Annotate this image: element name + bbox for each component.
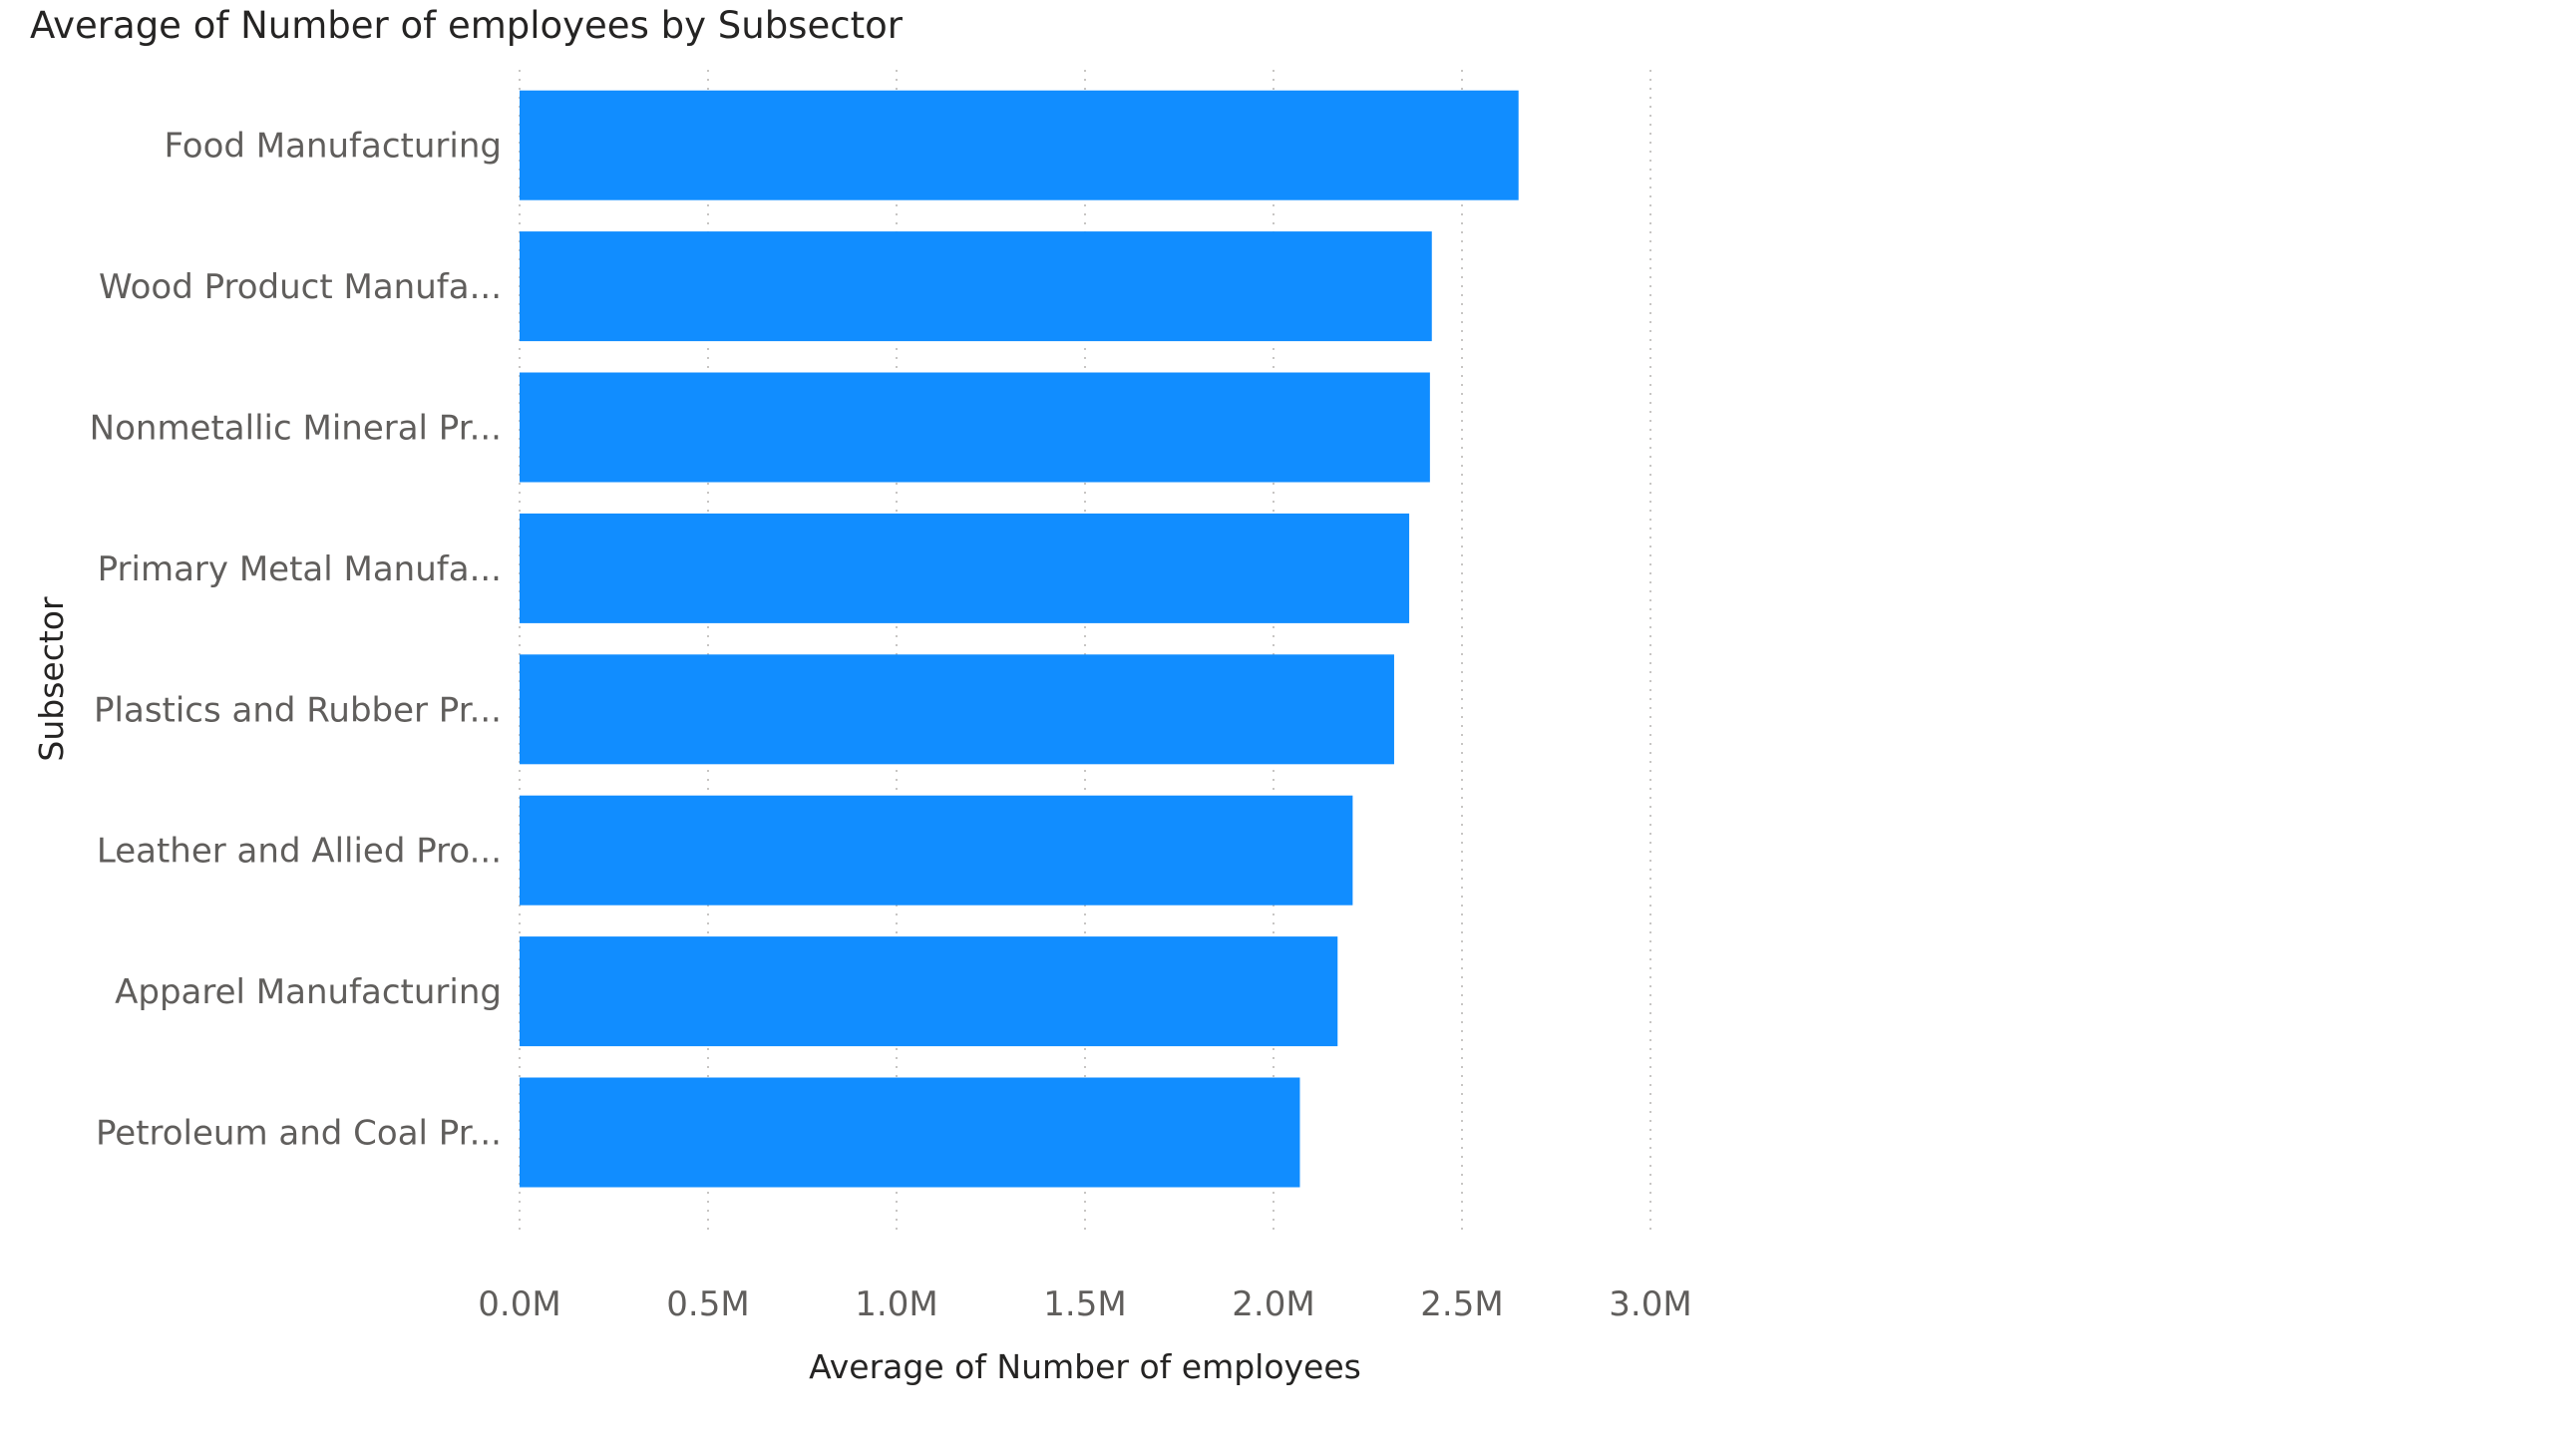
category-label: Leather and Allied Pro... — [97, 832, 502, 872]
bar[interactable] — [520, 936, 1338, 1047]
category-label: Food Manufacturing — [164, 127, 502, 167]
category-label: Wood Product Manufa... — [99, 267, 502, 307]
x-axis-ticks: 0.0M 0.5M 1.0M 1.5M 2.0M 2.5M 3.0M — [478, 1284, 1691, 1324]
bar[interactable] — [520, 654, 1394, 765]
bar[interactable] — [520, 1077, 1300, 1188]
chart-title: Average of Number of employees by Subsec… — [30, 4, 903, 47]
category-label: Primary Metal Manufa... — [98, 549, 502, 589]
bar[interactable] — [520, 90, 1519, 200]
bar[interactable] — [520, 372, 1430, 483]
x-tick-label: 2.5M — [1420, 1284, 1503, 1324]
gridlines — [519, 70, 1651, 1237]
bars — [520, 90, 1519, 1188]
x-tick-label: 1.5M — [1043, 1284, 1126, 1324]
category-label: Apparel Manufacturing — [115, 972, 502, 1012]
category-label: Plastics and Rubber Pr... — [94, 690, 502, 730]
x-tick-label: 2.0M — [1232, 1284, 1314, 1324]
category-label: Petroleum and Coal Pr... — [96, 1114, 502, 1154]
x-tick-label: 1.0M — [855, 1284, 937, 1324]
x-tick-label: 0.0M — [478, 1284, 560, 1324]
bar[interactable] — [520, 231, 1432, 342]
category-label: Nonmetallic Mineral Pr... — [90, 409, 502, 449]
bar[interactable] — [520, 795, 1353, 906]
bar[interactable] — [520, 513, 1410, 623]
x-tick-label: 3.0M — [1609, 1284, 1691, 1324]
x-axis-title: Average of Number of employees — [809, 1347, 1361, 1386]
y-axis-title: Subsector — [32, 596, 71, 762]
category-labels: Food Manufacturing Wood Product Manufa...… — [90, 127, 502, 1154]
x-tick-label: 0.5M — [666, 1284, 749, 1324]
